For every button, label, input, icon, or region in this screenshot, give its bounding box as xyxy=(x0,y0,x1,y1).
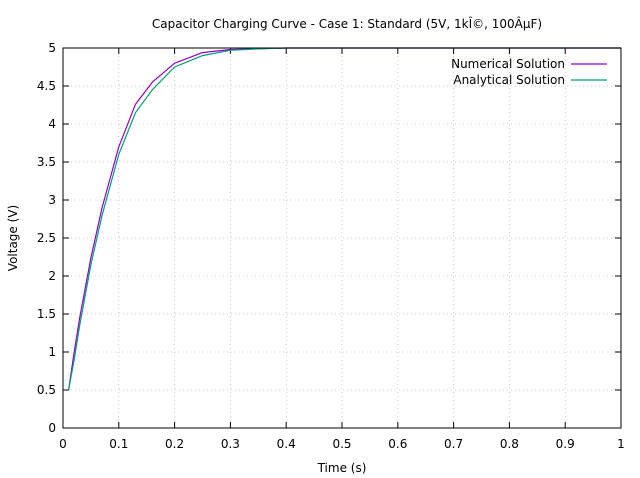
y-tick-label: 4 xyxy=(48,117,56,131)
y-tick-label: 5 xyxy=(48,41,56,55)
plot-frame xyxy=(62,47,622,429)
x-tick-label: 0.6 xyxy=(388,437,407,451)
y-tick-label: 3 xyxy=(48,193,56,207)
y-tick-label: 0 xyxy=(48,421,56,435)
x-tick-label: 0.3 xyxy=(221,437,240,451)
x-tick-label: 1 xyxy=(617,437,625,451)
chart-title: Capacitor Charging Curve - Case 1: Stand… xyxy=(152,16,542,31)
x-tick-label: 0 xyxy=(59,437,67,451)
x-tick-label: 0.5 xyxy=(332,437,351,451)
y-tick-label: 2.5 xyxy=(37,231,56,245)
legend-label: Numerical Solution xyxy=(451,57,565,71)
y-tick-label: 4.5 xyxy=(37,79,56,93)
y-tick-label: 2 xyxy=(48,269,56,283)
x-tick-label: 0.9 xyxy=(556,437,575,451)
y-tick-label: 0.5 xyxy=(37,383,56,397)
y-axis-label: Voltage (V) xyxy=(6,205,20,271)
y-tick-label: 1 xyxy=(48,345,56,359)
series xyxy=(68,47,621,391)
tick-labels: 0 0.1 0.2 0.3 0.4 0.5 0.6 0.7 0.8 0.9 1 0 0.5 1 1.5 2 2.… xyxy=(37,41,625,451)
series-line-analytical xyxy=(68,47,621,391)
y-tick-label: 1.5 xyxy=(37,307,56,321)
x-axis-label: Time (s) xyxy=(317,461,367,475)
x-tick-label: 0.8 xyxy=(500,437,519,451)
legend: Numerical Solution Analytical Solution xyxy=(451,57,607,87)
series-line-numerical xyxy=(68,47,621,391)
legend-label: Analytical Solution xyxy=(453,73,565,87)
x-tick-label: 0.7 xyxy=(444,437,463,451)
x-tick-label: 0.4 xyxy=(277,437,296,451)
y-tick-label: 3.5 xyxy=(37,155,56,169)
x-tick-label: 0.2 xyxy=(165,437,184,451)
grid xyxy=(63,48,621,428)
ticks xyxy=(62,47,622,429)
x-tick-label: 0.1 xyxy=(109,437,128,451)
